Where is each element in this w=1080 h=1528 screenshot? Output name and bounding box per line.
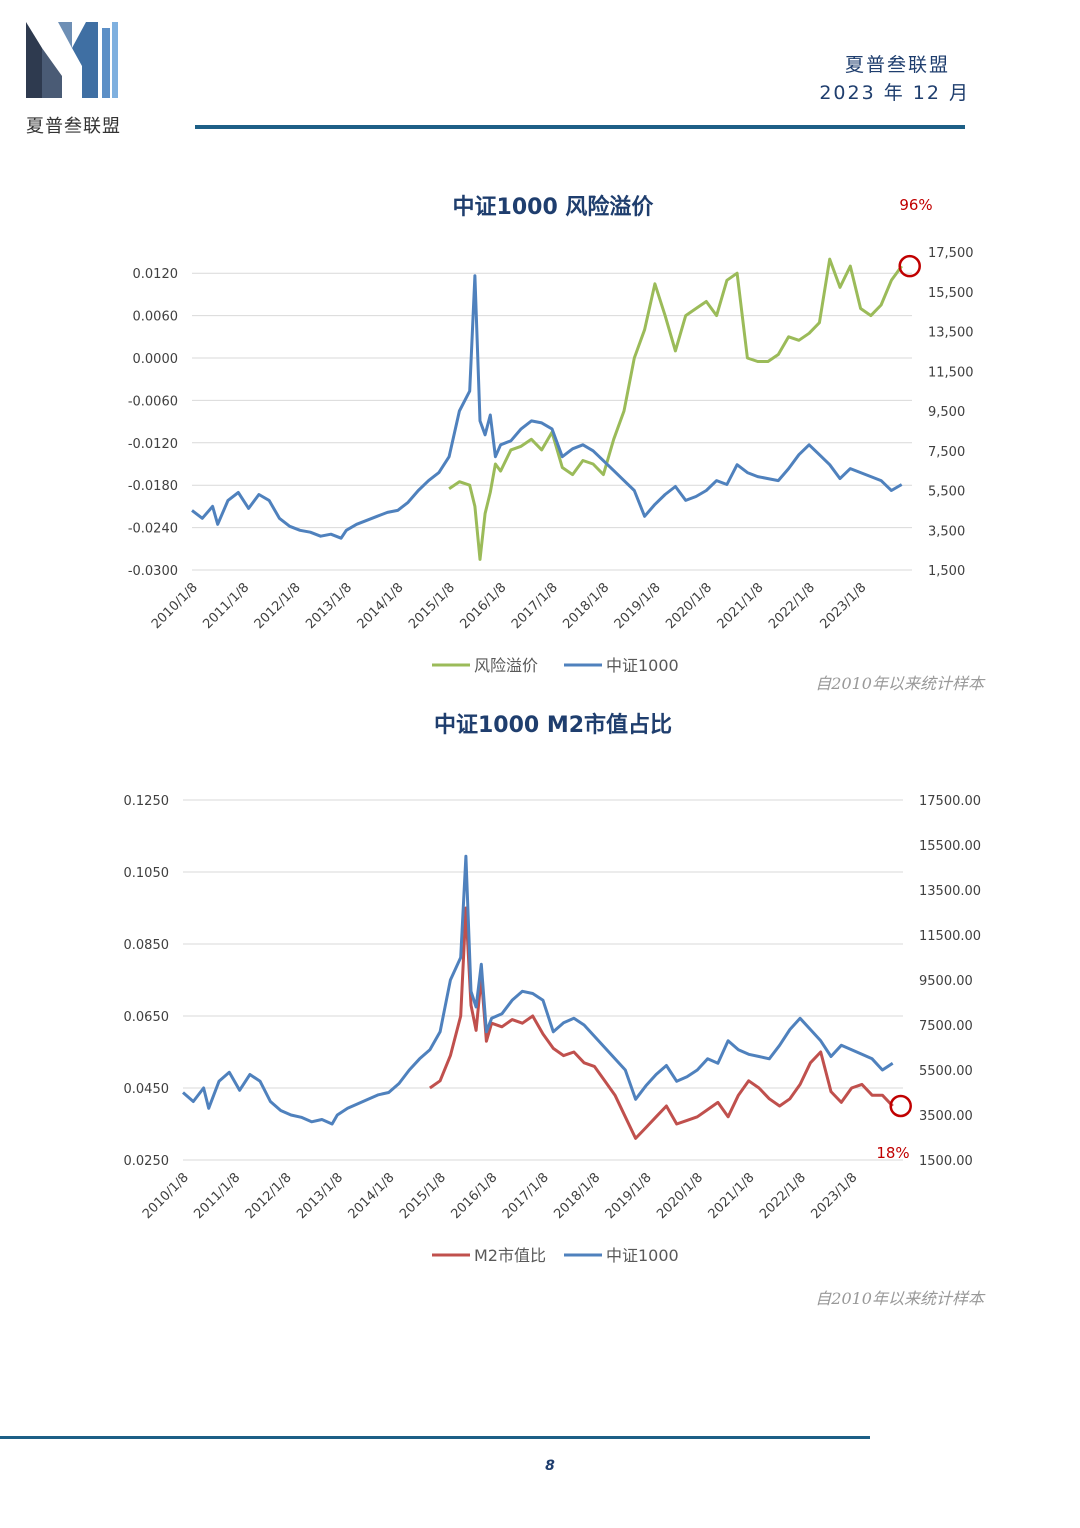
- x-tick-label: 2011/1/8: [191, 1170, 243, 1222]
- y-right-tick-label: 13500.00: [919, 884, 981, 899]
- y-right-tick-label: 17,500: [928, 246, 974, 261]
- series-line-csi1000: [182, 854, 894, 1126]
- legend-label: 中证1000: [606, 1246, 679, 1265]
- x-tick-label: 2014/1/8: [346, 1170, 398, 1222]
- chart-m2-ratio: 中证1000 M2市值占比 0.1250 0.1050 0.0850 0.0650 0.0…: [0, 700, 1080, 1320]
- y-right-tick-label: 7500.00: [919, 1019, 973, 1034]
- y-right-tick-label: 11500.00: [919, 929, 981, 944]
- legend-label: 中证1000: [606, 656, 679, 675]
- y-right-tick-label: 5,500: [928, 485, 965, 500]
- chart-m2-ratio-svg: 中证1000 M2市值占比 0.1250 0.1050 0.0850 0.0650 0.0…: [124, 712, 982, 1265]
- y-right-tick-label: 13,500: [928, 326, 974, 341]
- x-tick-label: 2021/1/8: [715, 580, 767, 632]
- x-tick-label: 2019/1/8: [612, 580, 664, 632]
- y-right-tick-label: 7,500: [928, 445, 965, 460]
- header-rule: [195, 125, 965, 129]
- annotation-label: 18%: [876, 1144, 909, 1162]
- x-tick-label: 2011/1/8: [200, 580, 252, 632]
- highlight-circle: [898, 254, 921, 278]
- x-tick-label: 2010/1/8: [149, 580, 201, 632]
- y-right-tick-label: 5500.00: [919, 1064, 973, 1079]
- chart2-source-note: 自2010年以来统计样本: [815, 1289, 984, 1308]
- y-right-tick-label: 1,500: [928, 564, 965, 579]
- y-left-tick-label: 0.0060: [133, 310, 179, 325]
- x-tick-label: 2016/1/8: [458, 580, 510, 632]
- x-tick-label: 2015/1/8: [397, 1170, 449, 1222]
- y-left-tick-label: -0.0120: [128, 437, 178, 452]
- y-left-tick-label: 0.0120: [133, 267, 179, 282]
- y-right-tick-label: 9,500: [928, 405, 965, 420]
- x-tick-label: 2022/1/8: [766, 580, 818, 632]
- chart-risk-premium-svg: 中证1000 风险溢价 0.0120 0.0060 0.0000 -0.0060 -0.0…: [128, 194, 974, 675]
- y-left-tick-label: 0.0450: [124, 1082, 170, 1097]
- y-right-tick-label: 11,500: [928, 365, 974, 380]
- x-tick-label: 2012/1/8: [243, 1170, 295, 1222]
- x-tick-label: 2017/1/8: [509, 580, 561, 632]
- x-tick-label: 2010/1/8: [140, 1170, 192, 1222]
- y-right-tick-label: 15500.00: [919, 839, 981, 854]
- chart-title: 中证1000 M2市值占比: [434, 712, 672, 738]
- legend-label: M2市值比: [474, 1246, 546, 1265]
- annotation-label: 96%: [899, 196, 932, 214]
- y-left-tick-label: 0.0650: [124, 1010, 170, 1025]
- highlight-circle: [889, 1094, 912, 1118]
- x-tick-label: 2013/1/8: [294, 1170, 346, 1222]
- y-left-tick-label: 0.0000: [133, 352, 179, 367]
- chart1-source-note: 自2010年以来统计样本: [815, 674, 984, 693]
- brand-logo: [22, 18, 132, 100]
- logo-text: 夏普叁联盟: [26, 116, 121, 137]
- x-tick-label: 2014/1/8: [355, 580, 407, 632]
- x-tick-label: 2020/1/8: [663, 580, 715, 632]
- x-tick-label: 2018/1/8: [560, 580, 612, 632]
- y-left-tick-label: 0.1050: [124, 866, 170, 881]
- x-tick-label: 2016/1/8: [449, 1170, 501, 1222]
- y-left-tick-label: 0.1250: [124, 794, 170, 809]
- y-left-tick-label: -0.0300: [128, 564, 178, 579]
- y-right-tick-label: 1500.00: [919, 1154, 973, 1169]
- x-tick-label: 2013/1/8: [303, 580, 355, 632]
- x-tick-label: 2017/1/8: [500, 1170, 552, 1222]
- y-right-tick-label: 17500.00: [919, 794, 981, 809]
- y-right-tick-label: 3,500: [928, 524, 965, 539]
- series-line-primary: [429, 906, 894, 1140]
- x-tick-label: 2018/1/8: [551, 1170, 603, 1222]
- x-tick-label: 2021/1/8: [706, 1170, 758, 1222]
- header-date: 2023 年 12 月: [819, 82, 970, 104]
- chart-risk-premium: 中证1000 风险溢价 0.0120 0.0060 0.0000 -0.0060 -0.0…: [0, 180, 1080, 700]
- x-tick-label: 2012/1/8: [252, 580, 304, 632]
- x-tick-label: 2020/1/8: [654, 1170, 706, 1222]
- y-right-tick-label: 9500.00: [919, 974, 973, 989]
- y-left-tick-label: 0.0250: [124, 1154, 170, 1169]
- x-tick-label: 2023/1/8: [818, 580, 870, 632]
- x-tick-label: 2022/1/8: [757, 1170, 809, 1222]
- y-right-tick-label: 15,500: [928, 286, 974, 301]
- series-line-primary: [448, 257, 903, 561]
- y-right-tick-label: 3500.00: [919, 1109, 973, 1124]
- footer-rule: [0, 1436, 870, 1439]
- x-tick-label: 2015/1/8: [406, 580, 458, 632]
- legend-label: 风险溢价: [474, 656, 538, 675]
- x-tick-label: 2023/1/8: [809, 1170, 861, 1222]
- y-left-tick-label: -0.0240: [128, 522, 178, 537]
- x-tick-label: 2019/1/8: [603, 1170, 655, 1222]
- chart-title: 中证1000 风险溢价: [453, 194, 655, 220]
- page-number: 8: [545, 1458, 555, 1474]
- series-line-csi1000: [191, 274, 903, 540]
- y-left-tick-label: -0.0060: [128, 394, 178, 409]
- header-brand: 夏普叁联盟: [844, 54, 950, 76]
- y-left-tick-label: 0.0850: [124, 938, 170, 953]
- y-left-tick-label: -0.0180: [128, 479, 178, 494]
